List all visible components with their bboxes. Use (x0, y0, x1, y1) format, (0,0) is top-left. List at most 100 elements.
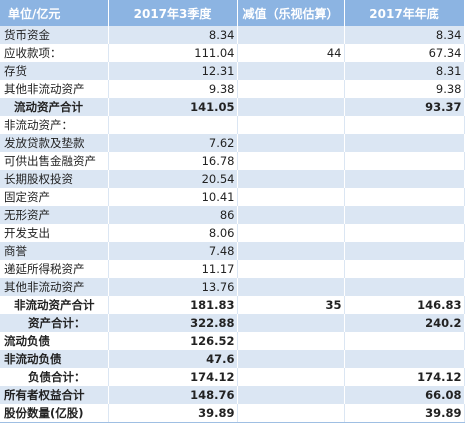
row-value-impairment (237, 206, 345, 224)
row-label: 固定资产 (0, 188, 109, 206)
table-row: 长期股权投资 20.54 (0, 170, 465, 188)
table-row: 应收款项： 111.04 44 67.34 (0, 44, 465, 62)
table-row: 货币资金 8.34 8.34 (0, 26, 465, 44)
table-body: 货币资金 8.34 8.34 应收款项： 111.04 44 67.34 存货 12.31 8.3… (0, 26, 465, 423)
row-label: 股份数量(亿股) (0, 404, 109, 423)
row-value-year-end-2017 (344, 152, 465, 170)
row-value-impairment (237, 170, 345, 188)
row-value-year-end-2017: 67.34 (344, 44, 465, 62)
row-value-q3-2017: 86 (108, 206, 238, 224)
row-label: 资产合计： (0, 314, 109, 332)
table-row: 其他非流动资产 13.76 (0, 278, 465, 296)
table-row: 所有者权益合计 148.76 66.08 (0, 386, 465, 404)
row-value-q3-2017: 148.76 (108, 386, 238, 404)
row-value-q3-2017: 8.06 (108, 224, 238, 242)
table-row: 存货 12.31 8.31 (0, 62, 465, 80)
row-value-q3-2017: 126.52 (108, 332, 238, 350)
row-value-impairment (237, 98, 345, 116)
row-value-q3-2017: 39.89 (108, 404, 238, 423)
row-value-year-end-2017 (344, 350, 465, 368)
row-value-impairment (237, 386, 345, 404)
row-value-impairment (237, 188, 345, 206)
table-row: 可供出售金融资产 16.78 (0, 152, 465, 170)
row-value-impairment (237, 26, 345, 44)
row-value-year-end-2017: 93.37 (344, 98, 465, 116)
row-value-impairment (237, 152, 345, 170)
row-label: 负债合计： (0, 368, 109, 386)
table-row: 流动负债 126.52 (0, 332, 465, 350)
row-value-q3-2017: 7.62 (108, 134, 238, 152)
row-value-impairment (237, 368, 345, 386)
row-value-year-end-2017 (344, 206, 465, 224)
balance-sheet-table-container: 单位/亿元 2017年3季度 减值（乐视估算） 2017年年底 货币资金 8.34… (0, 0, 465, 423)
row-label: 可供出售金融资产 (0, 152, 109, 170)
table-row: 负债合计： 174.12 174.12 (0, 368, 465, 386)
row-value-impairment (237, 260, 345, 278)
table-row: 商誉 7.48 (0, 242, 465, 260)
row-value-impairment: 35 (237, 296, 345, 314)
row-value-q3-2017: 141.05 (108, 98, 238, 116)
row-value-q3-2017: 174.12 (108, 368, 238, 386)
row-value-q3-2017: 12.31 (108, 62, 238, 80)
row-value-impairment (237, 80, 345, 98)
table-row: 非流动资产： (0, 116, 465, 134)
row-label: 开发支出 (0, 224, 109, 242)
row-value-year-end-2017 (344, 188, 465, 206)
balance-sheet-table: 单位/亿元 2017年3季度 减值（乐视估算） 2017年年底 货币资金 8.34… (0, 0, 465, 423)
row-value-year-end-2017: 174.12 (344, 368, 465, 386)
row-value-impairment (237, 350, 345, 368)
row-label: 长期股权投资 (0, 170, 109, 188)
header-impairment: 减值（乐视估算） (237, 0, 345, 26)
row-value-year-end-2017: 39.89 (344, 404, 465, 423)
row-value-impairment (237, 134, 345, 152)
row-value-year-end-2017: 9.38 (344, 80, 465, 98)
row-value-impairment (237, 278, 345, 296)
table-row: 开发支出 8.06 (0, 224, 465, 242)
header-year-end-2017: 2017年年底 (344, 0, 465, 26)
row-value-impairment: 44 (237, 44, 345, 62)
row-value-impairment (237, 242, 345, 260)
row-label: 货币资金 (0, 26, 109, 44)
row-value-year-end-2017 (344, 116, 465, 134)
row-value-q3-2017: 20.54 (108, 170, 238, 188)
table-row: 固定资产 10.41 (0, 188, 465, 206)
table-row: 非流动资产合计 181.83 35 146.83 (0, 296, 465, 314)
row-label: 所有者权益合计 (0, 386, 109, 404)
table-header-row: 单位/亿元 2017年3季度 减值（乐视估算） 2017年年底 (0, 0, 465, 26)
row-value-q3-2017: 111.04 (108, 44, 238, 62)
row-value-year-end-2017 (344, 134, 465, 152)
row-value-year-end-2017 (344, 224, 465, 242)
row-value-q3-2017: 9.38 (108, 80, 238, 98)
row-label: 流动负债 (0, 332, 109, 350)
table-row: 非流动负债 47.6 (0, 350, 465, 368)
row-label: 非流动资产合计 (0, 296, 109, 314)
row-value-year-end-2017 (344, 242, 465, 260)
row-value-q3-2017 (108, 116, 238, 134)
row-value-q3-2017: 10.41 (108, 188, 238, 206)
table-row: 递延所得税资产 11.17 (0, 260, 465, 278)
table-row: 资产合计： 322.88 240.2 (0, 314, 465, 332)
row-value-year-end-2017: 66.08 (344, 386, 465, 404)
row-value-q3-2017: 47.6 (108, 350, 238, 368)
header-q3-2017: 2017年3季度 (108, 0, 238, 26)
row-value-year-end-2017 (344, 260, 465, 278)
row-label: 应收款项： (0, 44, 109, 62)
row-value-year-end-2017 (344, 332, 465, 350)
row-value-impairment (237, 332, 345, 350)
row-value-q3-2017: 8.34 (108, 26, 238, 44)
row-value-year-end-2017 (344, 278, 465, 296)
row-value-year-end-2017: 146.83 (344, 296, 465, 314)
table-row: 无形资产 86 (0, 206, 465, 224)
row-value-q3-2017: 16.78 (108, 152, 238, 170)
row-label: 其他非流动资产 (0, 80, 109, 98)
row-value-q3-2017: 322.88 (108, 314, 238, 332)
row-value-impairment (237, 224, 345, 242)
row-value-q3-2017: 181.83 (108, 296, 238, 314)
header-item: 单位/亿元 (0, 0, 109, 26)
row-value-year-end-2017 (344, 170, 465, 188)
row-value-impairment (237, 314, 345, 332)
row-label: 递延所得税资产 (0, 260, 109, 278)
row-value-year-end-2017: 8.31 (344, 62, 465, 80)
row-value-q3-2017: 7.48 (108, 242, 238, 260)
row-label: 流动资产合计 (0, 98, 109, 116)
